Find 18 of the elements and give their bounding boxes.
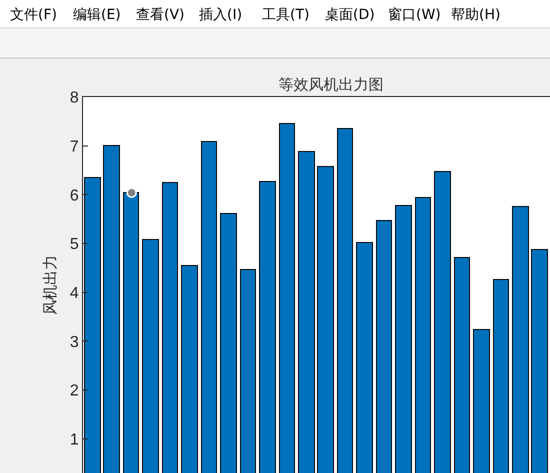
text: 查看(V) [136,7,185,23]
y-tick-label: 6 [70,187,79,204]
y-tick-label: 2 [70,382,79,400]
text: 工具(T) [262,7,310,23]
y-axis-title: 风机出力 [41,255,60,315]
text: 文件(F) [10,7,57,23]
text: 插入(I) [199,7,242,23]
text: 帮助(H) [451,7,500,23]
text: 编辑(E) [73,7,121,23]
y-tick-label: 1 [70,431,79,448]
y-tick-label: 3 [70,334,79,351]
text: 窗口(W) [388,7,441,23]
chart-title: 等效风机出力图 [278,75,384,94]
y-tick-label: 4 [70,284,79,302]
y-tick-label: 7 [70,138,79,156]
text: 桌面(D) [325,7,375,23]
y-tick-label: 8 [70,90,79,107]
y-tick-label: 5 [70,236,79,254]
